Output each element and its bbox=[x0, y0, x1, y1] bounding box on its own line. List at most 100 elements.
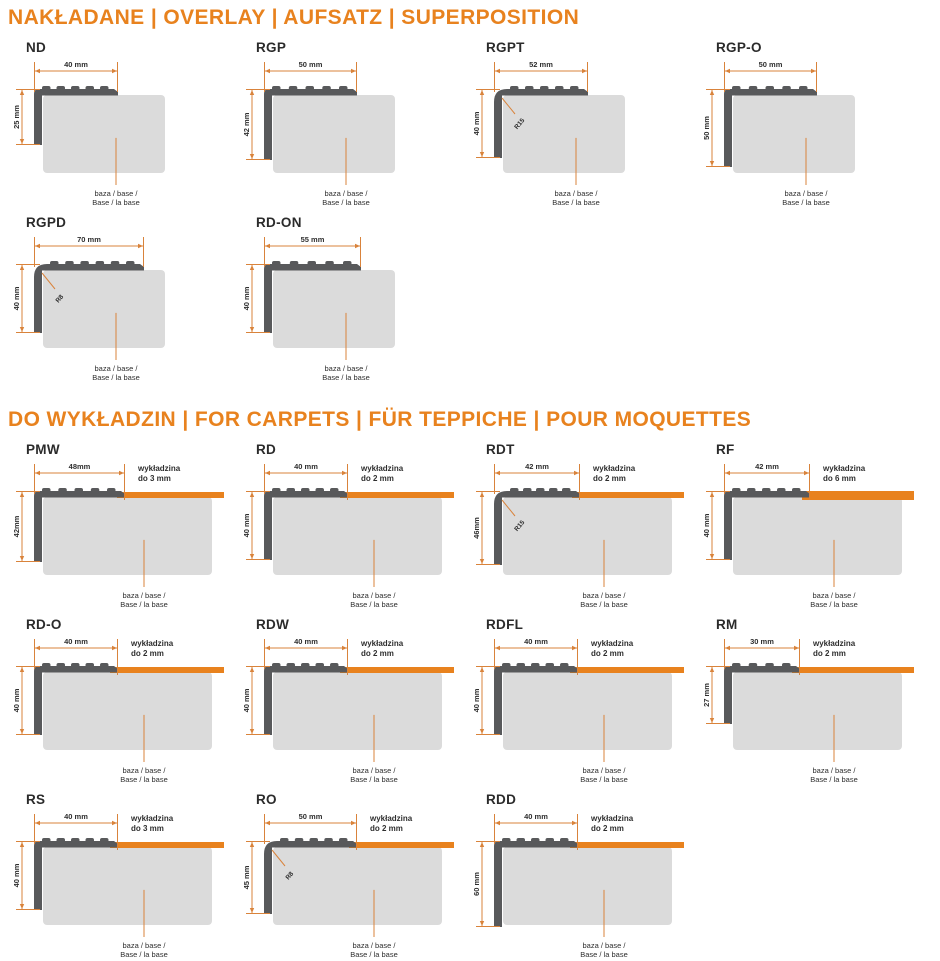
dim-arrow-right bbox=[811, 68, 816, 74]
dim-arrow-right bbox=[112, 68, 117, 74]
base-label-line1: baza / base / bbox=[583, 591, 627, 600]
profile-name: RS bbox=[26, 792, 46, 807]
height-label: 27 mm bbox=[702, 683, 711, 707]
profile-card: RGP-O 50 mm 50 mm baza / base / Base / la ba… bbox=[702, 36, 930, 209]
width-label: 40 mm bbox=[294, 637, 318, 646]
dim-arrow-down bbox=[709, 718, 715, 723]
dim-arrow-left bbox=[265, 470, 270, 476]
dim-arrow-left bbox=[35, 470, 40, 476]
profile-name: RD-O bbox=[26, 617, 62, 632]
section-title-overlay: NAKŁADANE | OVERLAY | AUFSATZ | SUPERPOS… bbox=[8, 6, 580, 29]
carpet-strip bbox=[349, 842, 454, 848]
dim-arrow-left bbox=[265, 645, 270, 651]
carpet-label-line2: do 2 mm bbox=[593, 474, 626, 483]
carpet-label-line1: wykładzina bbox=[812, 639, 856, 648]
profile-name: RGP-O bbox=[716, 40, 762, 55]
dim-arrow-down bbox=[479, 152, 485, 157]
height-label: 40 mm bbox=[702, 513, 711, 537]
base-label-line2: Base / la base bbox=[120, 600, 168, 609]
profile-shape bbox=[264, 838, 357, 914]
base-label-line1: baza / base / bbox=[123, 591, 167, 600]
dim-arrow-left bbox=[495, 820, 500, 826]
height-label: 40 mm bbox=[242, 513, 251, 537]
carpet-label-line2: do 6 mm bbox=[823, 474, 856, 483]
height-label: 46mm bbox=[472, 517, 481, 539]
profile-card: RGPD R8 70 mm 40 mm baza / base / Base / la b… bbox=[12, 211, 240, 384]
carpet-label-line1: wykładzina bbox=[130, 814, 174, 823]
profile-diagram: 40 mm 25 mm baza / base /Base / la base bbox=[12, 60, 165, 207]
height-label: 40 mm bbox=[12, 688, 21, 712]
profile-card: RS 40 mm 40 mm wykładzina do 3 mm baza / base… bbox=[12, 788, 240, 961]
profile-card: RO R8 50 mm 45 mm wykładzina do 2 mm baza / ba… bbox=[242, 788, 470, 961]
base-label-line2: Base / la base bbox=[580, 775, 628, 784]
carpet-label-line1: wykładzina bbox=[130, 639, 174, 648]
dim-arrow-up bbox=[479, 492, 485, 497]
height-dimension bbox=[476, 491, 500, 565]
height-dimension bbox=[246, 89, 270, 160]
profile-drawing-holder: 48mm 42mm wykładzina do 3 mm baza / base / Ba… bbox=[12, 459, 240, 611]
height-dimension bbox=[246, 264, 270, 333]
profile-drawing-holder: R15 52 mm 40 mm baza / base / Base / la base bbox=[472, 57, 700, 209]
carpet-label-line2: do 2 mm bbox=[591, 649, 624, 658]
profile-diagram: 55 mm 40 mm baza / base /Base / la base bbox=[242, 235, 395, 382]
base-label-line2: Base / la base bbox=[350, 775, 398, 784]
carpet-label-line2: do 2 mm bbox=[591, 824, 624, 833]
height-label: 60 mm bbox=[472, 872, 481, 896]
width-dimension bbox=[264, 62, 357, 92]
dim-arrow-right bbox=[112, 820, 117, 826]
height-dimension bbox=[16, 666, 40, 735]
carpet-profiles-grid: PMW 48mm 42mm wykładzina do 3 mm baza / base … bbox=[0, 438, 940, 961]
profile-card: RD-ON 55 mm 40 mm baza / base / Base / la ba… bbox=[242, 211, 470, 384]
profile-drawing-holder: 40 mm 60 mm wykładzina do 2 mm baza / base /… bbox=[472, 809, 700, 961]
profile-shape bbox=[264, 663, 348, 735]
profile-shape bbox=[494, 488, 580, 565]
width-dimension bbox=[724, 62, 817, 92]
base-block bbox=[273, 270, 395, 348]
dim-arrow-right bbox=[119, 470, 124, 476]
profile-card: RM 30 mm 27 mm wykładzina do 2 mm baza / base… bbox=[702, 613, 930, 786]
height-dimension bbox=[16, 841, 40, 910]
dim-arrow-right bbox=[572, 820, 577, 826]
carpet-label-line1: wykładzina bbox=[369, 814, 413, 823]
profile-shape bbox=[34, 86, 118, 145]
width-label: 40 mm bbox=[64, 637, 88, 646]
base-label-line2: Base / la base bbox=[810, 600, 858, 609]
carpet-strip bbox=[570, 667, 684, 673]
profile-name: ND bbox=[26, 40, 47, 55]
height-label: 40 mm bbox=[472, 111, 481, 135]
width-dimension bbox=[494, 62, 588, 92]
dim-arrow-down bbox=[19, 139, 25, 144]
profile-name: RGP bbox=[256, 40, 287, 55]
profile-card: RD-O 40 mm 40 mm wykładzina do 2 mm baza / ba… bbox=[12, 613, 240, 786]
profile-name: RDT bbox=[486, 442, 515, 457]
base-label-line2: Base / la base bbox=[120, 775, 168, 784]
profile-card: RDD 40 mm 60 mm wykładzina do 2 mm baza / bas… bbox=[472, 788, 700, 961]
profile-shape bbox=[724, 663, 800, 724]
carpet-label-line1: wykładzina bbox=[360, 639, 404, 648]
base-block bbox=[273, 95, 395, 173]
profile-name: RDW bbox=[256, 617, 290, 632]
profile-drawing-holder: 42 mm 40 mm wykładzina do 6 mm baza / base /… bbox=[702, 459, 930, 611]
dim-arrow-up bbox=[19, 90, 25, 95]
base-block bbox=[273, 497, 442, 575]
dim-arrow-left bbox=[265, 820, 270, 826]
profile-name: RDFL bbox=[486, 617, 524, 632]
profile-shape bbox=[264, 86, 357, 160]
width-label: 42 mm bbox=[755, 462, 779, 471]
dim-arrow-up bbox=[19, 492, 25, 497]
profile-name: RGPD bbox=[26, 215, 67, 230]
dim-arrow-up bbox=[249, 842, 255, 847]
profile-shape bbox=[264, 488, 348, 560]
carpet-label-line2: do 2 mm bbox=[131, 649, 164, 658]
dim-arrow-up bbox=[709, 492, 715, 497]
profile-diagram: 50 mm 50 mm baza / base /Base / la base bbox=[702, 60, 855, 207]
height-dimension bbox=[476, 841, 500, 927]
